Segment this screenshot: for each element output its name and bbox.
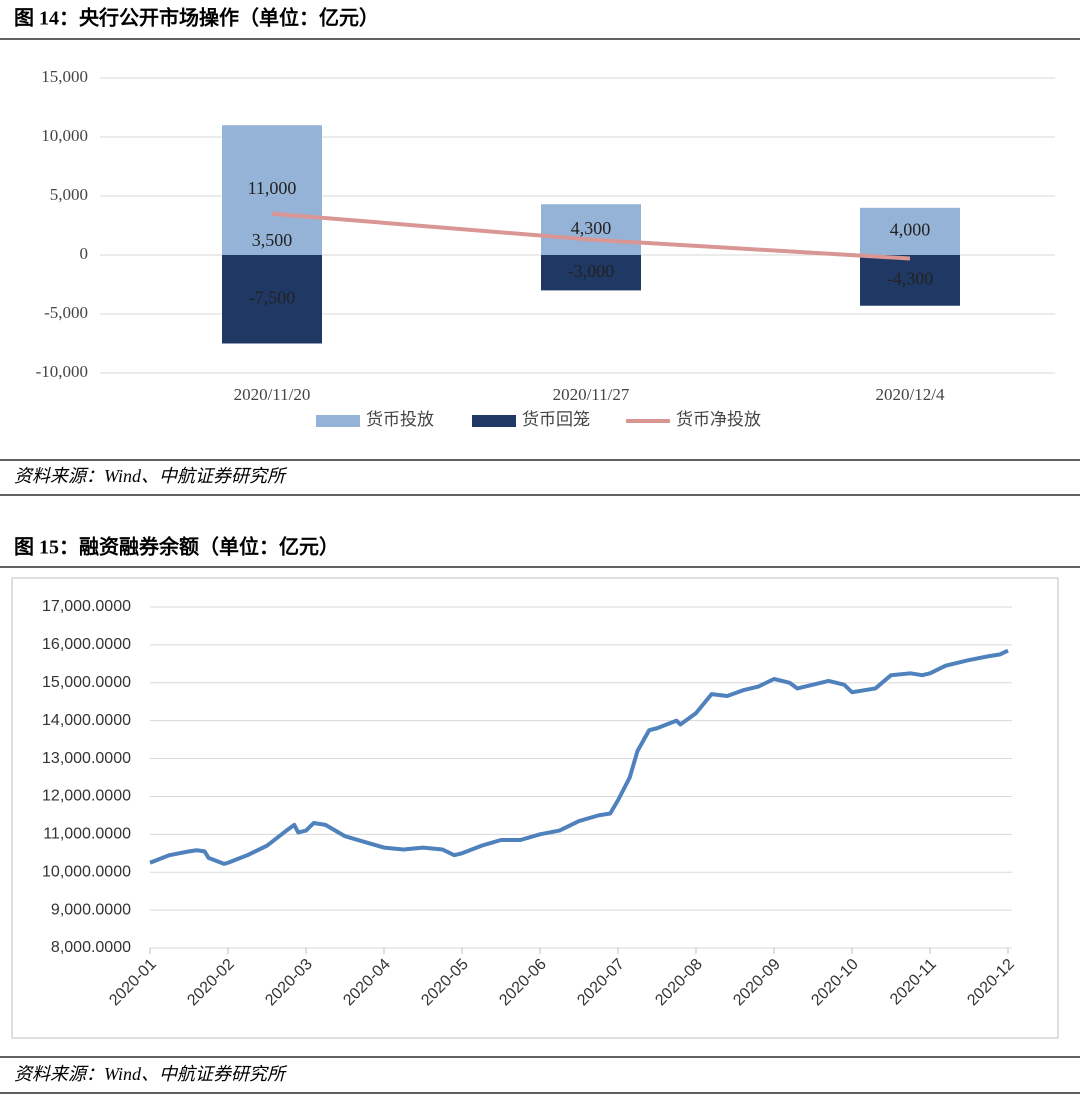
y-tick-label: 12,000.0000 <box>42 788 131 805</box>
x-tick-label: 2020/11/27 <box>553 385 630 404</box>
y-tick-label: 8,000.0000 <box>51 939 131 956</box>
bar <box>541 204 641 255</box>
data-label: 4,300 <box>571 218 612 238</box>
bar <box>860 207 960 255</box>
y-tick-label: 15,000 <box>41 67 88 86</box>
x-tick-label: 2020-08 <box>652 956 706 1010</box>
bar <box>541 255 641 291</box>
data-label: -7,500 <box>249 287 296 307</box>
y-tick-label: 11,000.0000 <box>43 826 131 843</box>
x-tick-label: 2020-04 <box>340 956 394 1010</box>
y-tick-label: 5,000 <box>50 185 88 204</box>
bar <box>860 255 960 306</box>
x-tick-label: 2020-11 <box>887 956 940 1009</box>
series-line <box>149 648 1009 866</box>
source-note: 资料来源：Wind、中航证券研究所 <box>14 466 288 486</box>
figure-title: 图 15：融资融券余额（单位：亿元） <box>14 535 339 559</box>
bar <box>222 125 322 255</box>
x-tick-label: 2020-10 <box>808 956 862 1010</box>
y-tick-label: 14,000.0000 <box>42 712 131 729</box>
data-label: 3,500 <box>252 230 293 250</box>
y-tick-label: 16,000.0000 <box>42 636 131 653</box>
data-label: 11,000 <box>248 178 297 198</box>
legend-swatch <box>472 415 516 427</box>
x-tick-label: 2020/11/20 <box>234 385 311 404</box>
data-label: -4,300 <box>887 268 934 288</box>
net-line <box>271 211 911 261</box>
y-tick-label: 17,000.0000 <box>42 598 131 615</box>
x-tick-label: 2020-02 <box>184 956 238 1010</box>
y-tick-label: 0 <box>80 244 89 263</box>
x-tick-label: 2020-06 <box>496 956 550 1010</box>
legend-label: 货币回笼 <box>522 410 590 429</box>
x-tick-label: 2020-01 <box>106 956 160 1010</box>
x-tick-label: 2020-09 <box>730 956 784 1010</box>
bar <box>222 255 322 344</box>
y-tick-label: 10,000 <box>41 126 88 145</box>
y-tick-label: -5,000 <box>44 303 88 322</box>
data-label: -3,000 <box>568 261 615 281</box>
y-tick-label: 15,000.0000 <box>42 674 131 691</box>
legend-label: 货币投放 <box>366 410 434 429</box>
legend-label: 货币净投放 <box>676 410 761 429</box>
x-tick-label: 2020-03 <box>262 956 316 1010</box>
y-tick-label: 13,000.0000 <box>42 750 131 767</box>
chart-frame <box>11 577 1059 1039</box>
source-note: 资料来源：Wind、中航证券研究所 <box>14 1064 288 1084</box>
x-tick-label: 2020-12 <box>964 956 1018 1010</box>
data-label: 4,000 <box>890 220 931 240</box>
y-tick-label: 9,000.0000 <box>51 901 131 918</box>
x-tick-label: 2020-07 <box>574 956 628 1010</box>
x-tick-label: 2020-05 <box>418 956 472 1010</box>
y-tick-label: 10,000.0000 <box>42 863 131 880</box>
figure-title: 图 14：央行公开市场操作（单位：亿元） <box>14 6 379 30</box>
x-tick-label: 2020/12/4 <box>876 385 945 404</box>
y-tick-label: -10,000 <box>36 362 88 381</box>
legend-swatch <box>316 415 360 427</box>
